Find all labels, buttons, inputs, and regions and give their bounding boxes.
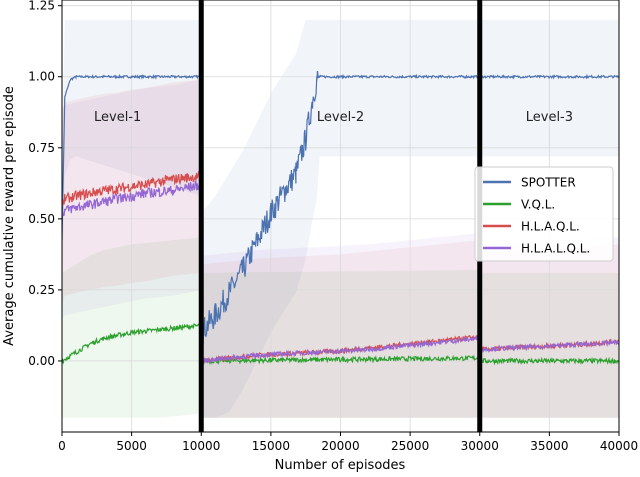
series-line — [62, 170, 202, 206]
y-tick-label: 0.50 — [28, 212, 55, 226]
series-lines — [62, 70, 619, 366]
x-tick-label: 15000 — [252, 439, 290, 453]
x-tick-label: 5000 — [116, 439, 147, 453]
x-tick-label: 25000 — [391, 439, 429, 453]
y-tick-label: 1.00 — [28, 70, 55, 84]
x-axis-label: Number of episodes — [275, 458, 406, 473]
series-line — [200, 70, 619, 345]
legend: SPOTTER V.Q.L. H.L.A.Q.L. H.L.A.L.Q.L. — [474, 166, 614, 262]
x-tick-label: 40000 — [600, 439, 638, 453]
series-line — [62, 322, 202, 365]
series-line — [62, 73, 202, 240]
y-tick-label: 0.00 — [28, 354, 55, 368]
series-line — [479, 338, 619, 354]
x-tick-label: 0 — [58, 439, 66, 453]
level-label: Level-1 — [94, 110, 141, 125]
legend-box — [474, 166, 614, 262]
y-tick-label: 0.75 — [28, 141, 55, 155]
x-tick-label: 35000 — [530, 439, 568, 453]
x-tick-label: 10000 — [182, 439, 220, 453]
legend-label: H.L.A.Q.L. — [521, 220, 580, 234]
y-tick-label: 1.25 — [28, 0, 55, 13]
series-line — [200, 354, 481, 366]
level-label: Level-2 — [317, 110, 364, 125]
legend-label: SPOTTER — [521, 176, 576, 190]
x-axis-ticks: 0 5000 10000 15000 20000 25000 30000 35000 40000 — [58, 432, 638, 453]
y-axis-label: Average cumulative reward per episode — [2, 86, 17, 346]
level-labels: Level-1 Level-2 Level-3 — [94, 110, 573, 125]
y-tick-label: 0.25 — [28, 283, 55, 297]
x-tick-label: 20000 — [321, 439, 359, 453]
series-line — [62, 179, 202, 218]
y-axis-ticks: 0.00 0.25 0.50 0.75 1.00 1.25 — [28, 0, 62, 368]
series-line — [479, 356, 619, 366]
legend-label: V.Q.L. — [521, 198, 555, 212]
series-line — [200, 335, 481, 363]
legend-label: H.L.A.L.Q.L. — [521, 242, 590, 256]
level-label: Level-3 — [526, 110, 573, 125]
x-tick-label: 30000 — [461, 439, 499, 453]
